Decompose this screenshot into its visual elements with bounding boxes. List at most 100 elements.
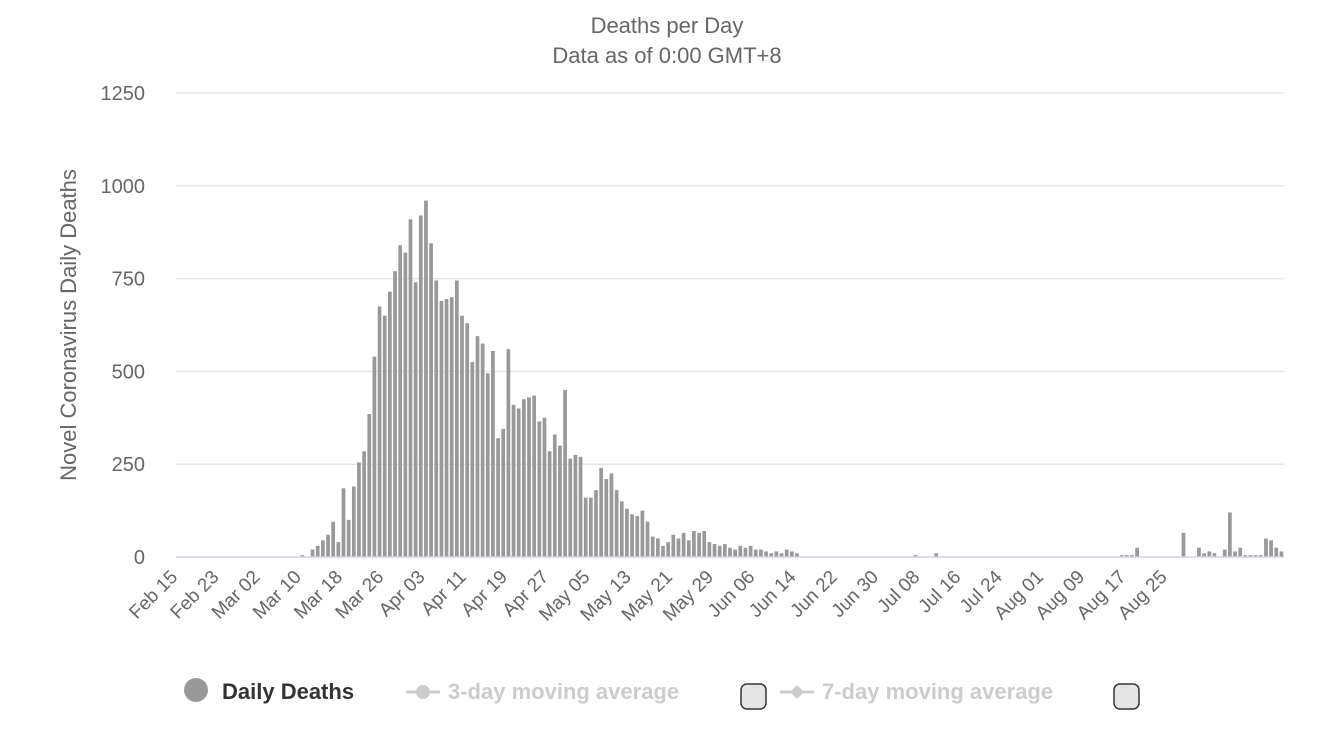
bar: [372, 356, 377, 557]
bar: [779, 553, 784, 557]
bar: [367, 414, 372, 557]
bar: [1181, 532, 1186, 557]
y-tick-label: 1250: [101, 83, 146, 105]
bar: [676, 538, 681, 557]
y-tick-label: 250: [112, 454, 145, 476]
x-tick-label: Jul 16: [915, 567, 966, 618]
bar: [418, 215, 423, 557]
bar: [795, 553, 799, 557]
legend-toggle-checkbox-3-day[interactable]: [740, 683, 767, 710]
bar: [645, 521, 650, 557]
bar: [1238, 547, 1243, 557]
bar: [697, 532, 701, 557]
bar: [552, 434, 557, 557]
legend-marker-daily-deaths: [184, 678, 208, 702]
chart-subtitle: Data as of 0:00 GMT+8: [552, 43, 781, 68]
bar: [351, 486, 356, 557]
legend-label-daily-deaths: Daily Deaths: [222, 679, 354, 704]
bar: [913, 555, 918, 557]
bar: [429, 243, 433, 557]
bar: [485, 373, 490, 557]
bar: [769, 553, 774, 557]
bar: [759, 549, 763, 557]
bar: [604, 479, 609, 557]
legend-marker-7-day-icon: [790, 685, 804, 699]
bar: [1228, 512, 1232, 557]
legend: Daily Deaths 3-day moving average 7-day …: [184, 678, 1140, 710]
bar: [424, 200, 428, 557]
bar: [573, 454, 578, 557]
bar: [1124, 555, 1129, 557]
bar: [310, 549, 315, 557]
bar: [393, 271, 397, 557]
bar: [743, 547, 748, 557]
bar: [1269, 540, 1273, 557]
bar: [702, 531, 707, 557]
bar: [527, 397, 531, 557]
bar: [300, 555, 305, 557]
bar: [748, 545, 753, 557]
bar: [578, 456, 583, 557]
bar: [1233, 551, 1237, 557]
bar: [516, 408, 521, 557]
bar: [717, 545, 722, 557]
bar: [609, 473, 614, 557]
bar: [501, 428, 506, 557]
bar: [640, 510, 645, 557]
legend-item-daily-deaths[interactable]: Daily Deaths: [184, 678, 354, 704]
legend-toggle-checkbox-7-day[interactable]: [1113, 683, 1140, 710]
chart-title: Deaths per Day: [591, 13, 744, 38]
bar: [728, 547, 732, 557]
bar: [362, 451, 366, 557]
bar: [764, 551, 768, 557]
y-axis-ticks: 0 250 500 750 1000 1250: [101, 83, 146, 569]
bar: [491, 350, 495, 557]
bar: [558, 445, 562, 557]
bar: [774, 551, 779, 557]
bar: [1274, 547, 1279, 557]
bar: [661, 545, 665, 557]
bar: [1135, 547, 1139, 557]
bar: [1248, 555, 1253, 557]
bar: [692, 531, 696, 557]
bar: [522, 399, 526, 557]
bar: [753, 549, 758, 557]
bar: [1264, 538, 1268, 557]
bar: [439, 300, 444, 557]
bar: [625, 508, 629, 557]
bar: [666, 542, 671, 557]
bar: [681, 532, 686, 557]
bar: [1222, 549, 1227, 557]
bar: [547, 451, 552, 557]
bar: [712, 544, 717, 557]
bar: [619, 501, 624, 557]
bar: [542, 417, 547, 557]
x-tick-label: Jun 30: [828, 567, 883, 622]
legend-label-7-day: 7-day moving average: [822, 679, 1053, 704]
bar: [388, 291, 392, 557]
bar: [583, 497, 588, 557]
bar: [934, 553, 938, 557]
bar: [470, 362, 475, 557]
legend-label-3-day: 3-day moving average: [448, 679, 679, 704]
bar: [511, 404, 516, 557]
bar: [455, 280, 459, 557]
y-tick-label: 500: [112, 361, 145, 383]
bar: [315, 545, 320, 557]
bar: [465, 323, 470, 557]
bar: [382, 315, 387, 557]
bar: [599, 467, 604, 557]
bar: [377, 306, 382, 557]
bar: [784, 549, 789, 557]
bar: [707, 542, 712, 557]
bar: [506, 349, 511, 557]
legend-item-7-day-moving-average[interactable]: 7-day moving average: [780, 679, 1053, 704]
bar: [449, 297, 454, 557]
legend-item-3-day-moving-average[interactable]: 3-day moving average: [406, 679, 679, 704]
bar: [650, 536, 655, 557]
bar: [568, 458, 573, 557]
bar: [722, 544, 727, 557]
bar: [563, 389, 567, 557]
bar: [671, 534, 676, 557]
